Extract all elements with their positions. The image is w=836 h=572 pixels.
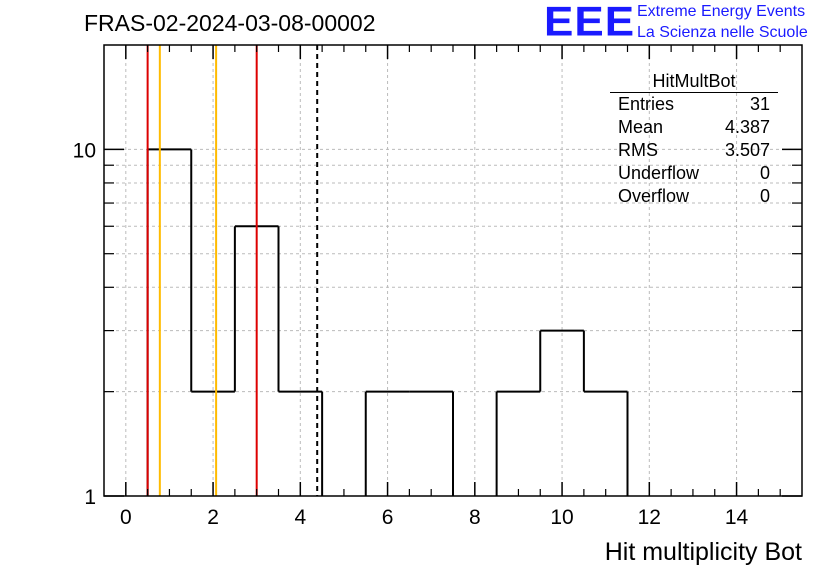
y-tick-label: 1 (84, 486, 96, 509)
x-tick-label: 8 (469, 506, 481, 529)
grid-lines (104, 45, 802, 496)
stats-row-underflow: Underflow 0 (610, 162, 778, 185)
logo-subtitle-2: La Scienza nelle Scuole (637, 24, 808, 41)
marker-lines (146, 45, 319, 496)
stats-row-overflow: Overflow 0 (610, 185, 778, 208)
histogram-bin (364, 390, 410, 496)
stats-value: 0 (759, 163, 770, 183)
histogram-bin (495, 390, 541, 496)
logo-subtitle-1: Extreme Energy Events (637, 3, 806, 20)
stats-label: Underflow (618, 163, 700, 183)
stats-value: 3.507 (724, 140, 770, 160)
histogram-bin (277, 226, 323, 393)
axis-ticks: 0 2 4 6 8 10 12 14 1 10 (73, 45, 802, 529)
run-title: FRAS-02-2024-03-08-00002 (84, 10, 376, 36)
stats-box: HitMultBot Entries 31 Mean 4.387 RMS 3.5… (610, 70, 778, 208)
x-tick-label: 10 (550, 506, 573, 529)
x-tick-label: 0 (120, 506, 132, 529)
stats-row-rms: RMS 3.507 (610, 139, 778, 162)
stats-value: 4.387 (724, 117, 770, 137)
histogram-bin (582, 330, 628, 393)
histogram-bin (190, 149, 235, 393)
stats-value: 31 (749, 94, 770, 114)
stats-separator (610, 92, 778, 93)
stats-row-entries: Entries 31 (610, 93, 778, 116)
y-tick-label: 10 (73, 139, 96, 162)
x-tick-label: 6 (382, 506, 394, 529)
stats-value: 0 (759, 186, 770, 206)
x-tick-label: 12 (638, 506, 661, 529)
stats-title: HitMultBot (652, 71, 736, 91)
stats-label: Mean (618, 117, 664, 137)
stats-label: RMS (618, 140, 658, 160)
x-axis-label: Hit multiplicity Bot (605, 538, 802, 566)
histogram-bin (539, 329, 584, 392)
eee-logo: EEE (544, 0, 636, 45)
stats-label: Entries (618, 94, 675, 114)
stats-label: Overflow (618, 186, 690, 206)
x-tick-label: 2 (207, 506, 219, 529)
histogram-steps (146, 148, 629, 496)
x-tick-label: 14 (725, 506, 749, 529)
x-tick-label: 4 (294, 506, 306, 529)
histogram-bin (146, 148, 192, 496)
stats-row-mean: Mean 4.387 (610, 116, 778, 139)
